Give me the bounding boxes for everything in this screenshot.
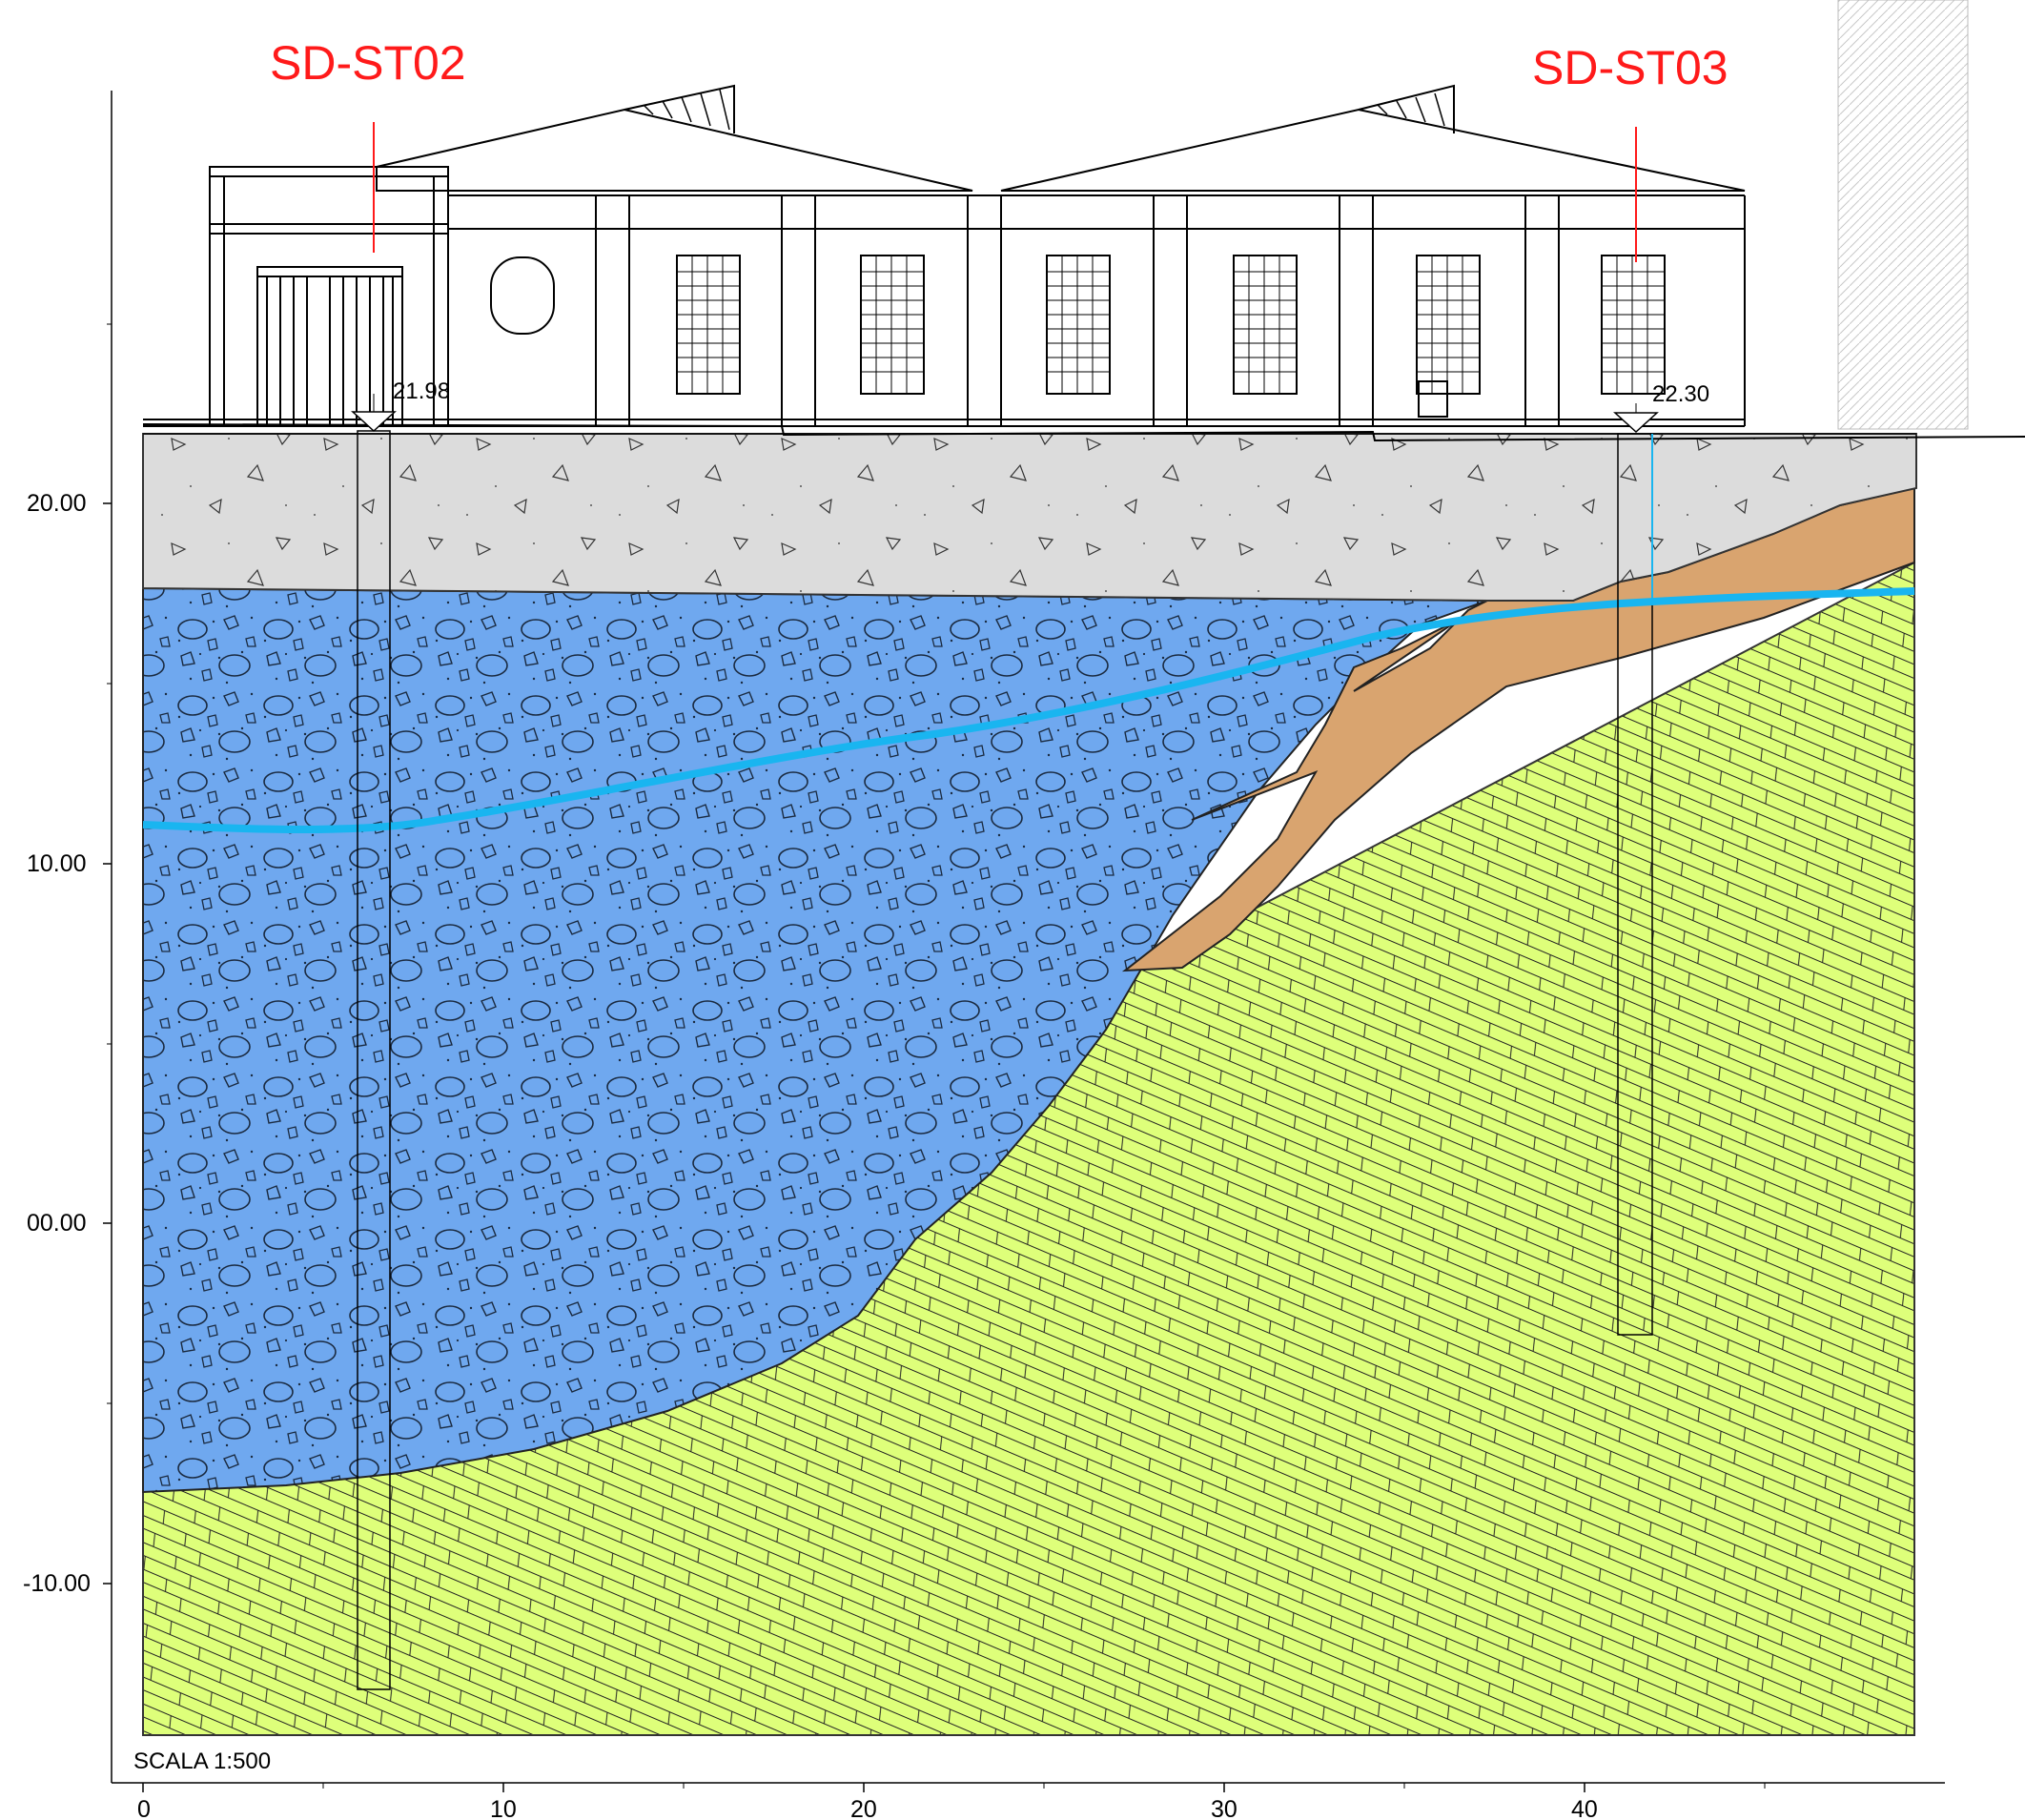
borehole-sd-st03: SD-ST03 22.30 <box>1532 41 1728 1336</box>
background-building-hatch <box>1837 0 1969 430</box>
main-door <box>256 266 403 427</box>
bedrock-layer <box>142 561 1915 1736</box>
geological-layers <box>142 433 1917 1736</box>
borehole-label: SD-ST02 <box>270 36 466 90</box>
fill-layer <box>142 433 1917 602</box>
borehole-elevation: 22.30 <box>1652 381 1709 407</box>
triangle-down-icon <box>1613 412 1659 434</box>
scale-label: SCALA 1:500 <box>133 1748 271 1774</box>
window-grids <box>677 256 1665 394</box>
borehole-label: SD-ST03 <box>1532 41 1728 94</box>
water-table-line <box>142 587 1915 833</box>
y-tick-label: 00.00 <box>27 1210 87 1237</box>
x-tick-label: 20 <box>850 1796 877 1820</box>
y-tick-label: 20.00 <box>27 490 87 517</box>
x-axis: 0 10 20 30 40 SCALA 1:500 <box>112 1748 1945 1820</box>
x-tick-label: 10 <box>490 1796 517 1820</box>
borehole-elevation: 21.98 <box>393 378 450 404</box>
roof-left <box>376 108 973 192</box>
x-tick-label: 40 <box>1571 1796 1598 1820</box>
x-tick-label: 0 <box>137 1796 151 1820</box>
borehole-sd-st02: SD-ST02 21.98 <box>270 36 466 1690</box>
roof-right <box>1000 108 1746 192</box>
y-tick-label: -10.00 <box>23 1570 91 1597</box>
skylight-right <box>1358 84 1455 133</box>
windows <box>490 255 1666 418</box>
building-elevation <box>143 84 1746 427</box>
triangle-down-icon <box>351 411 397 433</box>
borehole-column <box>1617 433 1653 1336</box>
skylight-left <box>624 84 735 133</box>
y-tick-label: 10.00 <box>27 850 87 877</box>
x-tick-label: 30 <box>1211 1796 1238 1820</box>
y-axis: 20.00 10.00 00.00 -10.00 <box>23 91 112 1783</box>
